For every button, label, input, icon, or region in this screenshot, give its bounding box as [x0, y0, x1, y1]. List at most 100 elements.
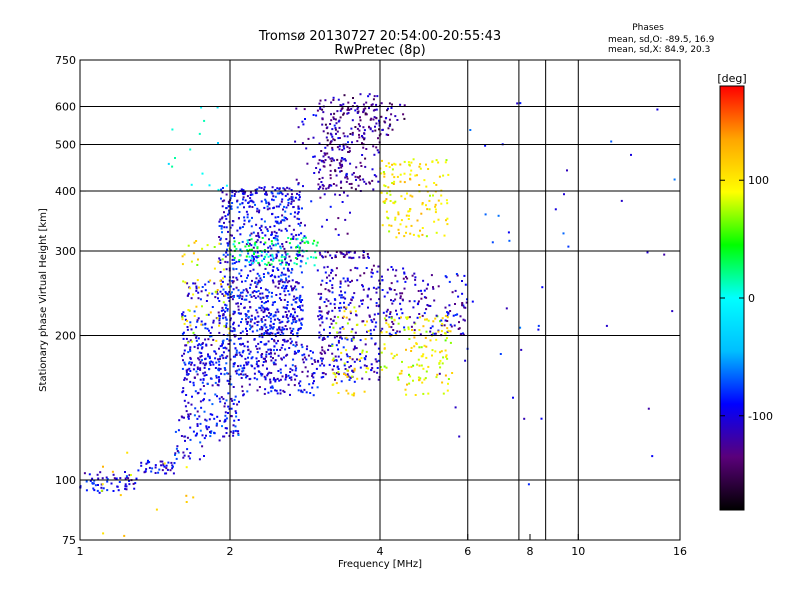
- scatter-point: [269, 331, 272, 334]
- scatter-point: [407, 210, 410, 213]
- scatter-point: [204, 327, 207, 330]
- scatter-point: [368, 125, 370, 128]
- scatter-point: [437, 330, 440, 333]
- scatter-point: [412, 158, 415, 161]
- scatter-point: [297, 282, 300, 285]
- scatter-point: [183, 322, 186, 325]
- scatter-point: [393, 202, 396, 205]
- scatter-point: [183, 416, 185, 419]
- scatter-point: [300, 323, 303, 326]
- scatter-point: [284, 257, 287, 260]
- scatter-point: [335, 267, 338, 270]
- scatter-point: [378, 119, 380, 122]
- scatter-point: [238, 242, 241, 245]
- scatter-point: [258, 386, 261, 388]
- scatter-point: [224, 291, 227, 293]
- scatter-point: [458, 321, 460, 324]
- scatter-point: [298, 246, 301, 249]
- scatter-point: [323, 193, 326, 196]
- scatter-point: [306, 375, 309, 378]
- scatter-point: [241, 351, 244, 354]
- scatter-point: [371, 268, 373, 271]
- scatter-point: [255, 357, 258, 360]
- scatter-point: [223, 275, 226, 278]
- scatter-point: [106, 489, 109, 492]
- scatter-point: [226, 308, 229, 311]
- scatter-point: [340, 108, 343, 111]
- x-axis-ticks: 1 2 4 6 8 10 16: [77, 534, 687, 558]
- scatter-point: [140, 461, 143, 464]
- scatter-point: [346, 145, 349, 148]
- scatter-point: [274, 359, 277, 362]
- scatter-point: [296, 281, 299, 284]
- scatter-point: [124, 477, 127, 480]
- scatter-point: [234, 429, 237, 432]
- scatter-point: [225, 347, 228, 350]
- scatter-point: [295, 263, 298, 266]
- scatter-point: [200, 355, 203, 357]
- scatter-point: [331, 359, 334, 362]
- scatter-point: [276, 239, 279, 242]
- scatter-point: [350, 182, 353, 185]
- colorbar-tick-label: 100: [748, 174, 769, 187]
- scatter-point: [337, 368, 340, 370]
- scatter-point: [339, 170, 342, 173]
- scatter-point: [193, 414, 196, 417]
- scatter-point: [446, 389, 449, 392]
- scatter-point: [225, 193, 228, 196]
- scatter-point: [429, 305, 432, 307]
- scatter-point: [280, 274, 283, 277]
- scatter-point: [292, 235, 295, 238]
- scatter-point: [226, 379, 229, 382]
- scatter-point: [274, 389, 277, 392]
- scatter-point: [222, 277, 224, 280]
- scatter-point: [346, 355, 349, 358]
- scatter-point: [365, 367, 368, 370]
- scatter-point: [301, 286, 304, 289]
- scatter-point: [328, 363, 331, 366]
- scatter-point: [184, 315, 187, 317]
- scatter-point: [207, 353, 209, 356]
- scatter-point: [201, 381, 204, 384]
- scatter-point: [263, 333, 265, 336]
- scatter-point: [274, 276, 277, 279]
- scatter-point: [199, 441, 202, 444]
- scatter-point: [265, 193, 268, 196]
- scatter-point: [263, 220, 266, 223]
- scatter-point: [231, 255, 234, 258]
- scatter-point: [285, 229, 288, 232]
- scatter-point: [281, 245, 284, 248]
- scatter-point: [249, 234, 252, 237]
- scatter-point: [324, 146, 327, 149]
- scatter-point: [438, 362, 441, 364]
- scatter-point: [219, 279, 222, 282]
- scatter-point: [247, 310, 250, 312]
- scatter-point: [268, 352, 271, 355]
- scatter-point: [223, 373, 226, 376]
- scatter-point: [243, 298, 246, 301]
- scatter-point: [91, 482, 94, 484]
- scatter-point: [243, 206, 245, 209]
- scatter-point: [250, 199, 253, 202]
- scatter-point: [343, 94, 346, 97]
- scatter-point: [422, 279, 425, 282]
- scatter-point: [352, 370, 355, 373]
- scatter-point: [301, 207, 303, 210]
- scatter-point: [297, 244, 300, 247]
- scatter-point: [255, 259, 258, 262]
- scatter-point: [256, 246, 259, 249]
- y-tick-label: 200: [55, 330, 76, 343]
- scatter-point: [230, 383, 233, 386]
- scatter-point: [97, 477, 100, 480]
- scatter-point: [440, 194, 443, 197]
- scatter-point: [251, 318, 253, 321]
- scatter-point: [329, 279, 332, 282]
- scatter-point: [302, 123, 305, 126]
- scatter-point: [85, 489, 88, 492]
- scatter-point: [312, 136, 315, 139]
- scatter-point: [261, 353, 264, 355]
- scatter-point: [295, 343, 298, 346]
- scatter-point: [172, 465, 174, 468]
- scatter-point: [260, 287, 262, 290]
- scatter-point: [267, 340, 270, 343]
